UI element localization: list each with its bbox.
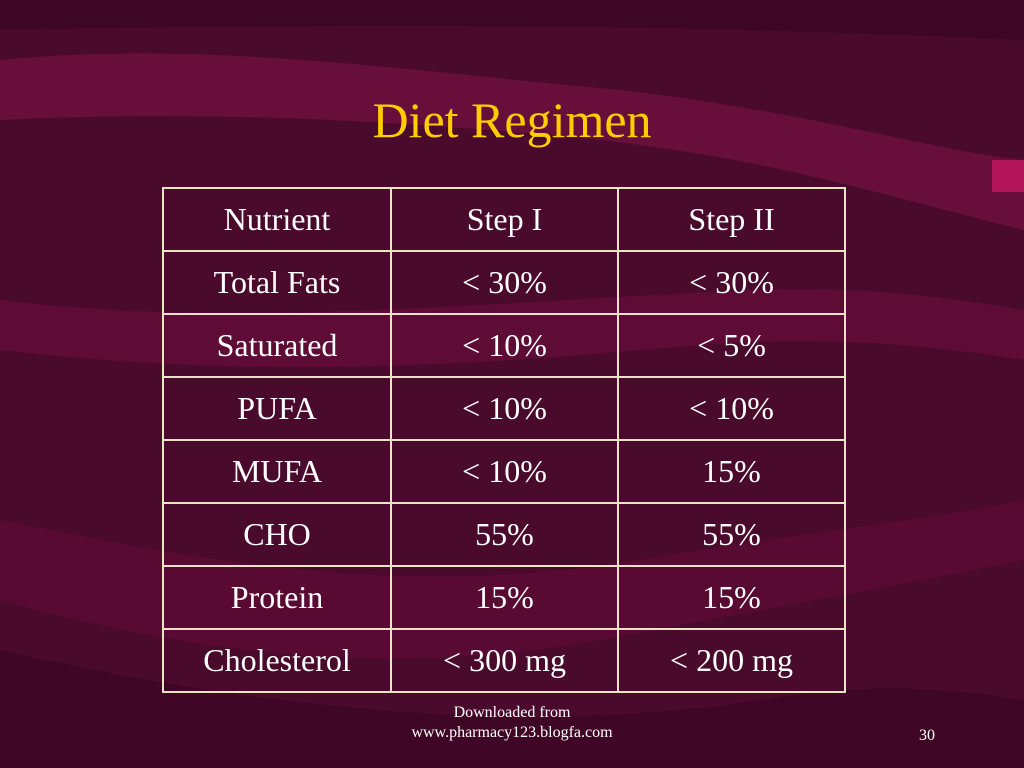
step-2-cell: < 5% (617, 313, 846, 378)
nutrient-cell: CHO (162, 502, 392, 567)
step-2-cell: < 30% (617, 250, 846, 315)
footer-line-1: Downloaded from (453, 704, 571, 721)
step-1-cell: < 300 mg (390, 628, 619, 693)
nutrient-cell: Saturated (162, 313, 392, 378)
step-2-cell: < 200 mg (617, 628, 846, 693)
table-row: Protein 15% 15% (162, 565, 846, 630)
step-1-cell: < 10% (390, 313, 619, 378)
header-step-1: Step I (390, 187, 619, 252)
table-row: Total Fats < 30% < 30% (162, 250, 846, 315)
table-row: Saturated < 10% < 5% (162, 313, 846, 378)
footer-line-2: www.pharmacy123.blogfa.com (411, 724, 613, 741)
page-number: 30 (919, 727, 935, 744)
step-2-cell: 15% (617, 565, 846, 630)
table-row: CHO 55% 55% (162, 502, 846, 567)
diet-regimen-table: Nutrient Step I Step II Total Fats < 30%… (162, 187, 846, 693)
step-1-cell: < 30% (390, 250, 619, 315)
nutrient-cell: Total Fats (162, 250, 392, 315)
nutrient-cell: Cholesterol (162, 628, 392, 693)
slide-title: Diet Regimen (372, 92, 652, 148)
footer-source: Downloaded from www.pharmacy123.blogfa.c… (362, 703, 662, 743)
header-step-2: Step II (617, 187, 846, 252)
nutrient-cell: PUFA (162, 376, 392, 441)
table-row: PUFA < 10% < 10% (162, 376, 846, 441)
table-row: MUFA < 10% 15% (162, 439, 846, 504)
table-row: Cholesterol < 300 mg < 200 mg (162, 628, 846, 693)
step-1-cell: < 10% (390, 439, 619, 504)
nutrient-cell: MUFA (162, 439, 392, 504)
step-2-cell: 15% (617, 439, 846, 504)
step-1-cell: 55% (390, 502, 619, 567)
step-2-cell: 55% (617, 502, 846, 567)
step-1-cell: 15% (390, 565, 619, 630)
nutrient-cell: Protein (162, 565, 392, 630)
table-header-row: Nutrient Step I Step II (162, 187, 846, 252)
header-nutrient: Nutrient (162, 187, 392, 252)
step-2-cell: < 10% (617, 376, 846, 441)
step-1-cell: < 10% (390, 376, 619, 441)
